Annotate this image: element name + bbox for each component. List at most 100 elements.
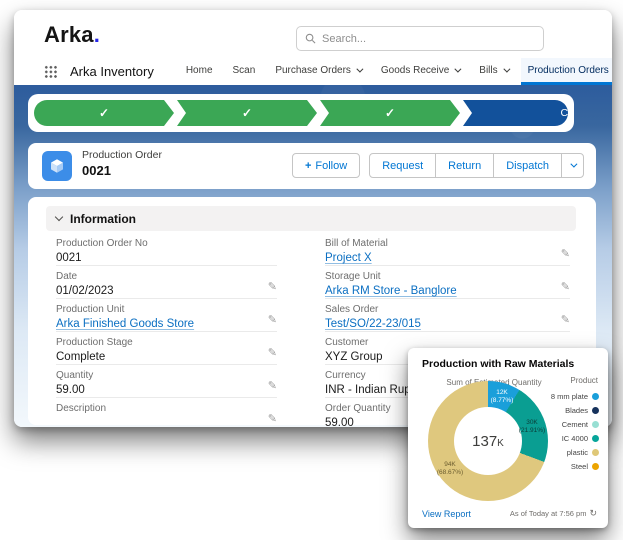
field-value: Complete bbox=[56, 351, 106, 363]
legend-dot bbox=[592, 420, 599, 428]
field-label: Production Order No bbox=[56, 238, 148, 249]
field-label: Quantity bbox=[56, 370, 94, 381]
record-header: Production Order 0021 + Follow Request Re… bbox=[28, 143, 596, 189]
field-production-stage: Production Stage Complete ✎ bbox=[56, 335, 277, 365]
refresh-icon[interactable]: ↻ bbox=[589, 508, 597, 518]
tab-purchase-orders[interactable]: Purchase Orders bbox=[268, 58, 368, 85]
path-stage-3-complete[interactable]: ✓ bbox=[320, 100, 460, 126]
legend-dot bbox=[592, 434, 599, 442]
field-value: 0021 bbox=[56, 252, 82, 264]
global-header: Arka. bbox=[14, 10, 612, 58]
chart-refresh-status: As of Today at 7:56 pm ↻ bbox=[510, 508, 597, 519]
field-value-link[interactable]: Test/SO/22-23/015 bbox=[325, 318, 421, 330]
brand-logo: Arka. bbox=[44, 22, 101, 47]
production-order-object-icon bbox=[42, 151, 72, 181]
field-label: Storage Unit bbox=[325, 271, 381, 282]
field-column-right: Bill of Material Project X ✎ Storage Uni… bbox=[311, 236, 576, 427]
field-column-left: Production Order No 0021 Date 01/02/2023… bbox=[46, 236, 311, 427]
path-stage-1-complete[interactable]: ✓ bbox=[34, 100, 174, 126]
edit-pencil-icon[interactable]: ✎ bbox=[267, 413, 277, 425]
plus-icon: + bbox=[304, 159, 312, 172]
legend-dot bbox=[592, 392, 599, 400]
legend-item-ic4000[interactable]: IC 4000 bbox=[535, 431, 599, 445]
field-value: 59.00 bbox=[56, 384, 85, 396]
view-report-link[interactable]: View Report bbox=[422, 509, 471, 519]
chevron-down-icon bbox=[454, 65, 462, 73]
field-date: Date 01/02/2023 ✎ bbox=[56, 269, 277, 299]
legend-item-cement[interactable]: Cement bbox=[535, 417, 599, 431]
path-track: ✓ ✓ ✓ Complete bbox=[34, 100, 568, 126]
field-label: Order Quantity bbox=[325, 403, 391, 414]
chevron-down-icon bbox=[503, 65, 511, 73]
edit-pencil-icon[interactable]: ✎ bbox=[560, 248, 570, 260]
follow-button[interactable]: + Follow bbox=[291, 153, 361, 178]
field-grid: Production Order No 0021 Date 01/02/2023… bbox=[46, 236, 576, 427]
field-label: Production Unit bbox=[56, 304, 125, 315]
dashboard-chart-window: Production with Raw Materials Sum of Est… bbox=[408, 348, 608, 528]
dispatch-button[interactable]: Dispatch bbox=[493, 153, 562, 178]
legend-dot bbox=[592, 462, 599, 470]
edit-pencil-icon[interactable]: ✎ bbox=[560, 314, 570, 326]
field-description: Description ✎ bbox=[56, 401, 277, 427]
field-value-link[interactable]: Arka Finished Goods Store bbox=[56, 318, 195, 330]
record-meta: Production Order 0021 bbox=[82, 149, 162, 178]
field-value: INR - Indian Rupee bbox=[325, 384, 424, 396]
edit-pencil-icon[interactable]: ✎ bbox=[267, 281, 277, 293]
entity-label: Production Order bbox=[82, 149, 162, 161]
tab-production-orders[interactable]: Production Orders bbox=[520, 58, 612, 85]
field-label: Date bbox=[56, 271, 78, 282]
field-value-link[interactable]: Arka RM Store - Banglore bbox=[325, 285, 457, 297]
field-label: Bill of Material bbox=[325, 238, 388, 249]
search-input[interactable] bbox=[322, 32, 535, 45]
legend-item-steel[interactable]: Steel bbox=[535, 459, 599, 473]
edit-pencil-icon[interactable]: ✎ bbox=[267, 314, 277, 326]
field-label: Sales Order bbox=[325, 304, 379, 315]
tab-bills[interactable]: Bills bbox=[472, 58, 514, 85]
edit-pencil-icon[interactable]: ✎ bbox=[267, 380, 277, 392]
slice-label-8mm-plate: 12K (8.77%) bbox=[490, 389, 514, 404]
chevron-down-icon bbox=[570, 160, 578, 168]
tab-goods-receive[interactable]: Goods Receive bbox=[374, 58, 466, 85]
field-bill-of-material: Bill of Material Project X ✎ bbox=[325, 236, 570, 266]
current-stage-label: Complete bbox=[560, 107, 568, 119]
legend-item-blades[interactable]: Blades bbox=[535, 403, 599, 417]
chevron-down-icon bbox=[54, 212, 64, 222]
legend-title: Product bbox=[570, 376, 598, 385]
field-label: Production Stage bbox=[56, 337, 133, 348]
request-button[interactable]: Request bbox=[369, 153, 437, 178]
legend-item-8mm-plate[interactable]: 8 mm plate bbox=[535, 389, 599, 403]
edit-pencil-icon[interactable]: ✎ bbox=[267, 347, 277, 359]
field-quantity: Quantity 59.00 ✎ bbox=[56, 368, 277, 398]
chart-legend: Product 8 mm plate Blades Cement IC 4000… bbox=[535, 376, 599, 473]
legend-item-plastic[interactable]: plastic bbox=[535, 445, 599, 459]
field-production-unit: Production Unit Arka Finished Goods Stor… bbox=[56, 302, 277, 332]
field-value: XYZ Group bbox=[325, 351, 383, 363]
global-search[interactable] bbox=[296, 26, 544, 51]
field-label: Description bbox=[56, 403, 107, 414]
check-icon: ✓ bbox=[384, 106, 396, 120]
information-section-header[interactable]: Information bbox=[46, 206, 576, 231]
check-icon: ✓ bbox=[241, 106, 253, 120]
legend-dot bbox=[592, 406, 599, 414]
donut-center: 137K bbox=[454, 407, 522, 475]
stage-path: ✓ ✓ ✓ Complete bbox=[28, 94, 574, 132]
app-launcher-icon[interactable] bbox=[44, 65, 57, 78]
edit-pencil-icon[interactable]: ✎ bbox=[560, 281, 570, 293]
field-storage-unit: Storage Unit Arka RM Store - Banglore ✎ bbox=[325, 269, 570, 299]
field-value-link[interactable]: Project X bbox=[325, 252, 372, 264]
path-stage-current[interactable]: Complete bbox=[463, 100, 568, 126]
tab-scan[interactable]: Scan bbox=[232, 64, 256, 76]
more-actions-button[interactable] bbox=[561, 153, 584, 178]
path-stage-2-complete[interactable]: ✓ bbox=[177, 100, 317, 126]
donut-chart[interactable]: 137K bbox=[428, 381, 548, 501]
app-window: Arka. Arka Inventory Home Scan Purchase … bbox=[14, 10, 612, 427]
legend-dot bbox=[592, 448, 599, 456]
field-label: Customer bbox=[325, 337, 369, 348]
section-title: Information bbox=[70, 211, 136, 226]
nav-tabs: Home Scan Purchase Orders Goods Receive … bbox=[176, 58, 612, 85]
app-navbar: Arka Inventory Home Scan Purchase Orders… bbox=[14, 58, 612, 85]
tab-home[interactable]: Home bbox=[185, 64, 213, 76]
field-value: 59.00 bbox=[325, 417, 354, 427]
return-button[interactable]: Return bbox=[435, 153, 495, 178]
